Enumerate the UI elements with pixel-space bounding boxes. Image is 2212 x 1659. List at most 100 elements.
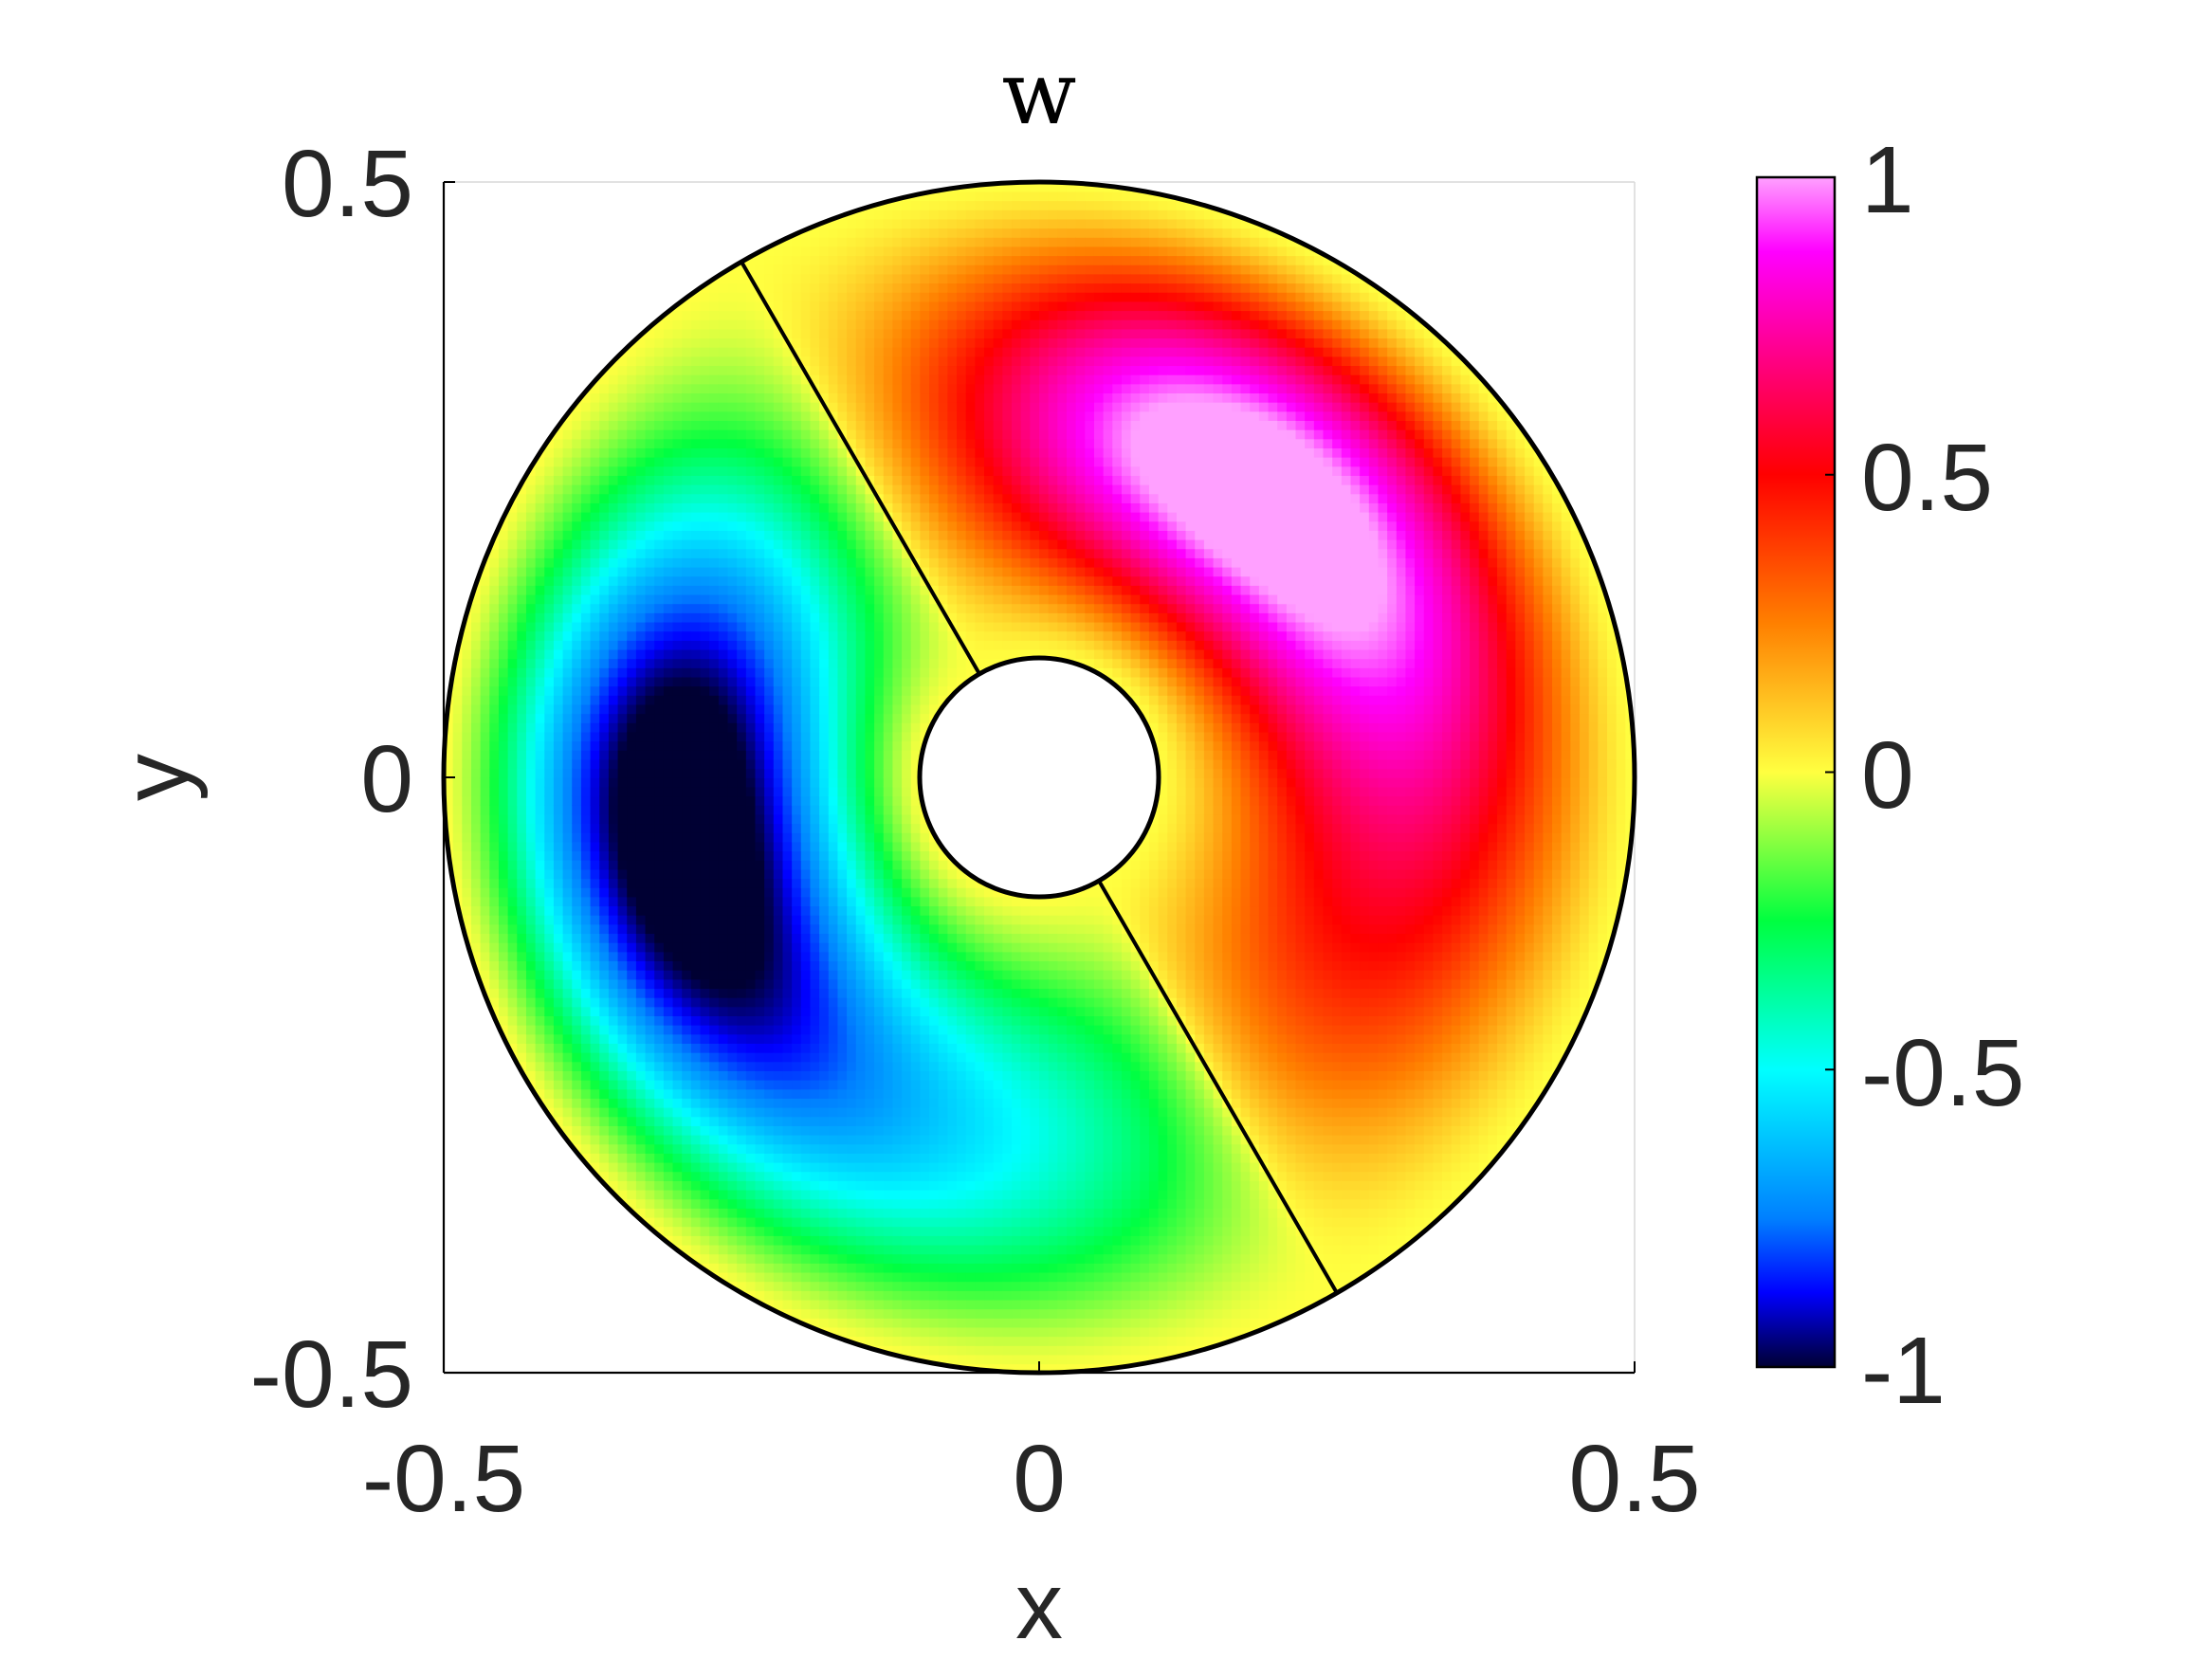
field-cell <box>645 493 656 503</box>
field-cell <box>810 1161 820 1173</box>
field-cell <box>635 319 647 330</box>
field-cell <box>800 236 812 247</box>
field-cell <box>517 722 527 733</box>
field-cell <box>782 996 793 1008</box>
field-cell <box>507 914 519 925</box>
field-cell <box>855 703 867 715</box>
field-cell <box>865 978 875 990</box>
field-cell <box>745 410 757 421</box>
field-cell <box>745 346 757 357</box>
field-cell <box>572 667 582 678</box>
field-cell <box>745 383 757 394</box>
field-cell <box>755 328 765 339</box>
field-cell <box>837 1006 848 1016</box>
field-cell <box>810 951 820 962</box>
field-cell <box>700 978 710 990</box>
field-cell <box>755 1208 765 1218</box>
field-cell <box>700 1070 710 1081</box>
field-cell <box>470 804 482 815</box>
field-cell <box>892 456 903 467</box>
field-cell <box>874 630 885 641</box>
field-cell <box>892 1281 903 1291</box>
field-cell <box>718 676 729 687</box>
field-cell <box>663 878 674 888</box>
field-cell <box>580 593 592 605</box>
field-cell <box>690 1226 702 1236</box>
field-cell <box>682 420 692 430</box>
field-cell <box>782 548 793 558</box>
field-cell <box>773 548 784 558</box>
field-cell <box>645 1006 656 1016</box>
field-cell <box>580 988 592 998</box>
field-cell <box>865 878 875 888</box>
field-cell <box>837 1216 848 1228</box>
field-cell <box>580 438 592 448</box>
field-cell <box>608 1180 619 1191</box>
field-cell <box>599 1116 610 1126</box>
field-cell <box>828 978 839 990</box>
field-cell <box>764 951 775 962</box>
field-cell <box>700 951 710 962</box>
field-cell <box>663 1079 674 1090</box>
chart-title: w <box>1002 43 1077 144</box>
field-cell <box>498 493 509 503</box>
field-cell <box>902 758 912 770</box>
field-cell <box>525 969 537 980</box>
field-cell <box>902 1290 912 1301</box>
field-cell <box>855 310 867 320</box>
field-cell <box>727 337 738 348</box>
field-cell <box>782 758 793 770</box>
field-cell <box>654 530 665 540</box>
field-cell <box>810 328 820 339</box>
field-cell <box>572 786 582 797</box>
field-cell <box>553 640 564 650</box>
field-cell <box>865 301 875 312</box>
field-cell <box>718 996 729 1008</box>
field-cell <box>663 575 674 586</box>
field-cell <box>855 1235 867 1246</box>
field-cell <box>855 255 867 265</box>
field-cell <box>599 969 610 980</box>
field-cell <box>645 1043 656 1053</box>
field-cell <box>902 695 912 705</box>
field-cell <box>810 428 820 440</box>
field-cell <box>682 850 692 861</box>
field-cell <box>572 548 582 558</box>
field-cell <box>682 695 692 705</box>
field-cell <box>755 1079 765 1090</box>
field-cell <box>755 438 765 448</box>
field-cell <box>773 859 784 870</box>
field-cell <box>792 1308 802 1319</box>
field-cell <box>773 621 784 632</box>
field-cell <box>745 1198 757 1209</box>
field-cell <box>525 475 537 485</box>
field-cell <box>837 603 848 613</box>
field-cell <box>892 1216 903 1228</box>
field-cell <box>727 1125 738 1136</box>
field-cell <box>572 969 582 980</box>
field-cell <box>599 603 610 613</box>
field-cell <box>874 1244 885 1255</box>
field-cell <box>837 1153 848 1163</box>
field-cell <box>718 401 729 412</box>
field-cell <box>819 648 830 660</box>
field-cell <box>627 859 637 870</box>
field-cell <box>782 328 793 339</box>
field-cell <box>645 1189 656 1200</box>
field-cell <box>562 630 574 641</box>
field-cell <box>892 923 903 935</box>
field-cell <box>572 777 582 788</box>
field-cell <box>700 346 710 357</box>
field-cell <box>535 648 546 660</box>
field-cell <box>819 750 830 760</box>
field-cell <box>635 538 647 550</box>
field-cell <box>902 1345 912 1356</box>
field-cell <box>599 667 610 678</box>
field-cell <box>444 768 454 778</box>
field-cell <box>855 914 867 925</box>
field-cell <box>627 914 637 925</box>
field-cell <box>855 1226 867 1236</box>
field-cell <box>682 392 692 403</box>
field-cell <box>755 695 765 705</box>
field-cell <box>544 703 555 715</box>
